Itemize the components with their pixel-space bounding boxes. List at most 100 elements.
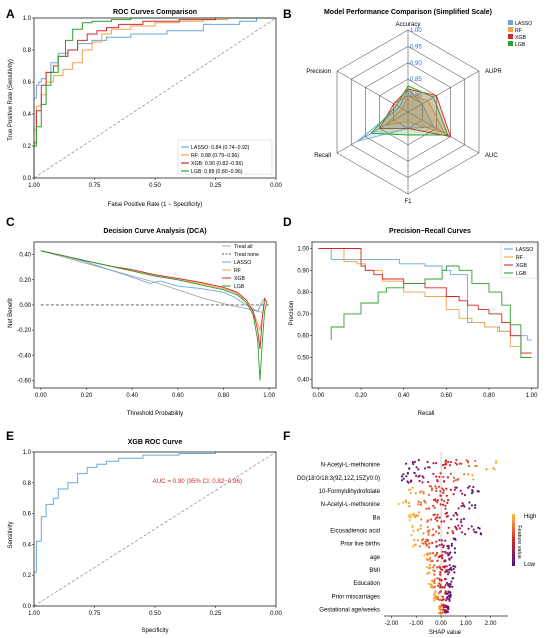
panel-f-shap-point	[457, 478, 460, 481]
panel-f-shap-point	[437, 598, 440, 601]
panel-f-shap-point	[438, 475, 441, 478]
panel-e-ytick-label: 0.6	[23, 512, 32, 518]
panel-c-xtick-label: 0.60	[172, 393, 184, 399]
panel-f-shap-point	[427, 507, 430, 510]
panel-f-colorbar	[512, 514, 515, 566]
panel-a-diagonal	[33, 17, 277, 179]
plot-layer: 1.00 0.75 0.50 0.25 0.00 0.0 0.2 0.4 0.6 0.8 1.0 LA…	[17, 16, 539, 627]
panel-f-shap-point	[440, 543, 443, 546]
panel-f-shap-point	[412, 462, 415, 466]
panel-f-shap-point	[416, 529, 419, 532]
panel-f-shap-point	[419, 527, 422, 530]
panel-f-shap-point	[448, 598, 451, 601]
panel-f-shap-point	[460, 524, 463, 527]
panel-f-shap-point	[472, 485, 475, 489]
panel-f-shap-point	[446, 583, 449, 586]
panel-f-shap-point	[428, 564, 431, 567]
panel-f-xtick-label: 1.00	[460, 621, 472, 627]
panel-a-ytick-label: 0.2	[23, 144, 32, 150]
panel-f-shap-point	[446, 573, 450, 576]
panel-f-shap-point	[452, 565, 455, 568]
panel-f-xtick-label: -1.00	[409, 621, 423, 627]
panel-f-shap-point	[418, 491, 422, 494]
panel-f-shap-point	[440, 604, 443, 607]
panel-a-ytick-label: 1.0	[23, 16, 32, 22]
panel-f-shap-point	[427, 493, 431, 496]
panel-f-shap-point	[460, 505, 463, 508]
panel-f-shap-point	[439, 583, 442, 586]
panel-f-shap-point	[468, 507, 471, 510]
panel-f-shap-point	[415, 466, 418, 469]
panel-a-label: A	[6, 7, 15, 21]
panel-f-shap-point	[417, 468, 420, 471]
panel-f-feature-label: N-Acetyl-L-methionine	[321, 463, 381, 469]
panel-f-shap-point	[432, 596, 435, 600]
panel-e-xtick-label: 0.75	[89, 611, 101, 617]
colorbar-high-label: High	[524, 514, 536, 520]
panel-f-shap-point	[454, 479, 457, 482]
panel-c-frame	[33, 241, 277, 389]
panel-b-axis-label: Recall	[314, 153, 331, 159]
panel-f-shap-point	[445, 487, 448, 490]
panel-a-ytick-label: 0.8	[23, 48, 32, 54]
panel-f-shap-point	[435, 487, 438, 490]
panel-f-shap-point	[448, 564, 451, 567]
panel-f-shap-point	[433, 506, 436, 509]
panel-b-axis-label: F1	[404, 199, 412, 205]
panel-f-shap-point	[454, 565, 457, 568]
panel-f-shap-point	[473, 531, 476, 534]
panel-f-shap-point	[414, 543, 417, 547]
panel-c-ytick-label: 0.20	[19, 278, 31, 284]
panel-f-shap-point	[405, 462, 408, 465]
panel-f-shap-point	[463, 493, 466, 497]
panel-f-shap-point	[427, 519, 430, 522]
panel-f-shap-point	[436, 577, 439, 580]
panel-f-shap-point	[412, 545, 415, 548]
panel-f-shap-point	[450, 580, 453, 583]
panel-f-shap-point	[447, 526, 450, 529]
panel-e-xtick-label: 0.00	[270, 611, 282, 617]
panel-a-legend-label: RF: 0.88 (0.79−0.96)	[191, 153, 239, 159]
panel-f-shap-point	[422, 532, 425, 535]
panel-f-shap-point	[462, 517, 466, 521]
panel-f-shap-point	[412, 529, 415, 533]
panel-f-shap-point	[447, 554, 450, 557]
panel-f-shap-point	[432, 569, 435, 572]
panel-f-shap-point	[444, 550, 447, 553]
panel-f-shap-point	[474, 504, 477, 507]
panel-f-shap-point	[418, 474, 421, 477]
panel-b-spoke	[407, 70, 480, 113]
panel-f-shap-point	[433, 573, 436, 576]
panel-b-legend-swatch	[508, 34, 513, 39]
panel-a-title: ROC Curves Comparison	[113, 9, 197, 16]
panel-f-shap-point	[433, 586, 436, 589]
panel-f-shap-point	[445, 515, 448, 518]
panel-d-line-xgb	[318, 248, 532, 354]
panel-f-shap-point	[407, 488, 410, 491]
panel-f-shap-point	[456, 513, 459, 516]
panel-f-shap-point	[468, 485, 471, 488]
panel-f-shap-point	[441, 557, 444, 560]
panel-f-shap-point	[422, 538, 425, 541]
panel-f-shap-point	[452, 532, 455, 535]
panel-f-shap-point	[468, 501, 471, 504]
panel-f-shap-point	[444, 570, 447, 574]
panel-e-auc-annotation: AUC = 0.90 (95% CI: 0.82−0.96)	[153, 478, 242, 485]
panel-f-shap-point	[433, 578, 436, 581]
panel-f-shap-point	[439, 472, 442, 475]
panel-f-shap-point	[421, 475, 424, 478]
panel-b-ring-label: 1.00	[410, 28, 422, 34]
panel-f-shap-point	[413, 538, 416, 542]
panel-f-shap-point	[400, 475, 403, 478]
panel-f-shap-point	[472, 478, 475, 481]
panel-f-shap-point	[430, 487, 434, 490]
panel-f-shap-point	[452, 514, 455, 517]
panel-f-shap-point	[441, 464, 444, 467]
panel-f-shap-point	[438, 526, 441, 530]
panel-b-legend-swatch	[508, 41, 513, 46]
panel-d-ylabel: Precision	[289, 301, 295, 326]
panel-f-shap-point	[428, 529, 431, 532]
panel-f-shap-point	[402, 477, 405, 480]
panel-f-shap-point	[478, 527, 481, 530]
panel-f-shap-point	[424, 540, 427, 543]
